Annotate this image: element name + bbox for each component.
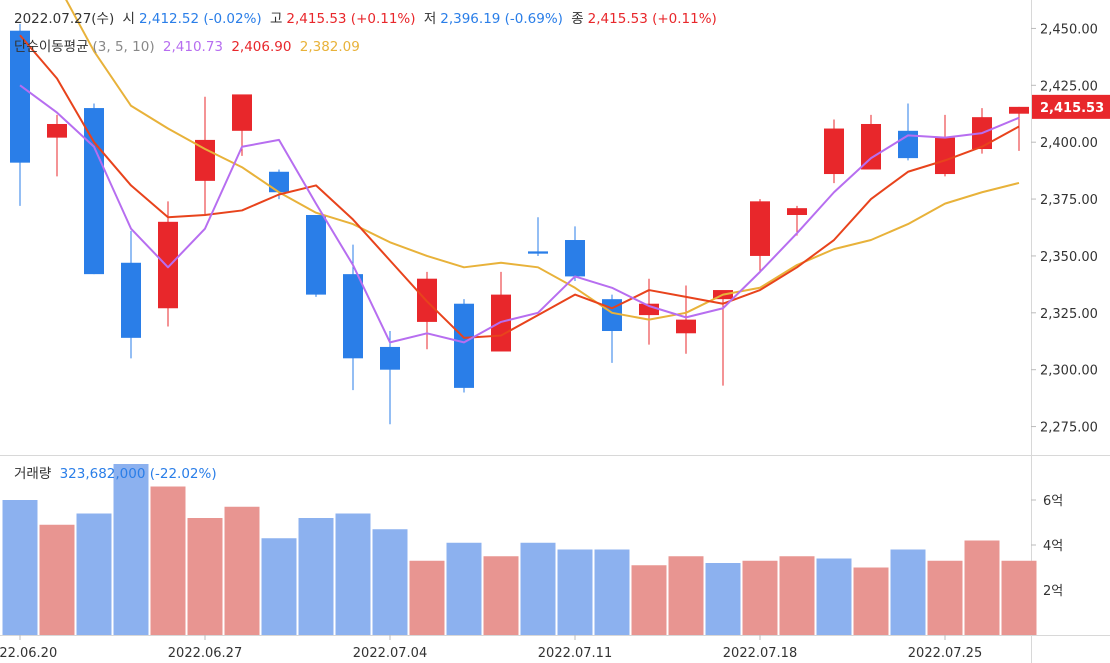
- x-tick-label: 2022.07.04: [353, 646, 427, 661]
- volume-bar: [483, 556, 519, 635]
- volume-bar: [594, 549, 630, 635]
- volume-bar: [76, 513, 112, 635]
- candle-body: [121, 262, 141, 338]
- ma3-line: [19, 84, 1020, 344]
- candle-body: [935, 137, 955, 175]
- volume-bar: [39, 524, 75, 635]
- candle-body: [676, 319, 696, 334]
- ohlc-legend: 2022.07.27(수) 시 2,412.52 (-0.02%) 고 2,415.…: [14, 7, 721, 27]
- legend-date: 2022.07.27(수): [14, 11, 115, 27]
- price-tick-label: 2,400.00: [1040, 136, 1098, 151]
- volume-tick-label: 2억: [1043, 584, 1063, 599]
- volume-bar: [964, 540, 1000, 635]
- candle-body: [158, 221, 178, 309]
- high-label: 고: [269, 11, 283, 27]
- ma-label: 단순이동평균: [14, 39, 89, 55]
- candle-body: [750, 201, 770, 256]
- ma10-line: [65, 0, 1020, 321]
- volume-bar: [853, 567, 889, 635]
- volume-bar: [261, 538, 297, 635]
- candle-body: [232, 94, 252, 131]
- ma3-value: 2,410.73: [162, 39, 224, 55]
- volume-label: 거래량: [14, 466, 52, 482]
- volume-bar: [631, 565, 667, 635]
- volume-bar: [705, 563, 741, 635]
- volume-bar: [113, 464, 149, 635]
- price-tick-label: 2,275.00: [1040, 421, 1098, 436]
- last-price-tag: [1032, 94, 1110, 119]
- candle-body: [565, 240, 585, 277]
- candle-body: [84, 108, 104, 275]
- candle-body: [824, 128, 844, 175]
- x-tick-label: 2022.06.20: [0, 646, 57, 661]
- candle-body: [787, 208, 807, 215]
- volume-bar: [520, 542, 556, 635]
- x-tick-label: 2022.07.18: [723, 646, 797, 661]
- volume-bar: [779, 556, 815, 635]
- candle-body: [861, 123, 881, 170]
- candle-body: [269, 171, 289, 193]
- volume-bar: [187, 518, 223, 635]
- volume-bar: [557, 549, 593, 635]
- price-tick-label: 2,425.00: [1040, 79, 1098, 94]
- volume-bar: [224, 506, 260, 635]
- last-price-label: 2,415.53: [1040, 101, 1104, 116]
- candle-body: [639, 303, 659, 316]
- open-label: 시: [122, 11, 135, 27]
- price-tick-label: 2,300.00: [1040, 364, 1098, 379]
- volume-bar: [372, 529, 408, 635]
- volume-bar: [816, 558, 852, 635]
- close-value: 2,415.53 (+0.11%): [587, 11, 717, 27]
- x-tick-label: 2022.06.27: [168, 646, 242, 661]
- volume-bar: [298, 518, 334, 635]
- volume-bar: [668, 556, 704, 635]
- price-tick-label: 2,375.00: [1040, 193, 1098, 208]
- volume-bar: [2, 500, 38, 635]
- x-tick-label: 2022.07.11: [538, 646, 612, 661]
- price-tick-label: 2,325.00: [1040, 307, 1098, 322]
- volume-bar: [927, 560, 963, 635]
- low-value: 2,396.19 (-0.69%): [440, 11, 563, 27]
- candle-body: [380, 346, 400, 370]
- price-tick-label: 2,350.00: [1040, 250, 1098, 265]
- ma-params: (3, 5, 10): [92, 39, 155, 55]
- volume-bar: [890, 549, 926, 635]
- high-value: 2,415.53 (+0.11%): [286, 11, 416, 27]
- candle-body: [454, 303, 474, 388]
- volume-bar: [742, 560, 778, 635]
- candle-body: [306, 214, 326, 295]
- close-label: 종: [571, 11, 584, 27]
- price-plot: [10, 0, 1029, 425]
- volume-bar: [1001, 560, 1037, 635]
- low-label: 저: [423, 11, 437, 27]
- ma-legend: 단순이동평균 (3, 5, 10) 2,410.73 2,406.90 2,382…: [14, 35, 364, 55]
- ma5-line: [19, 34, 1020, 339]
- x-tick-label: 2022.07.25: [908, 646, 982, 661]
- candle-body: [1009, 106, 1029, 114]
- price-tick-label: 2,450.00: [1040, 22, 1098, 37]
- volume-bar: [150, 486, 186, 635]
- volume-value: 323,682,000 (-22.02%): [59, 466, 217, 482]
- volume-bar: [446, 542, 482, 635]
- volume-bar: [335, 513, 371, 635]
- volume-bar: [409, 560, 445, 635]
- ma10-value: 2,382.09: [299, 39, 360, 55]
- candle-body: [528, 251, 548, 254]
- volume-tick-label: 4억: [1043, 539, 1063, 554]
- open-value: 2,412.52 (-0.02%): [138, 11, 262, 27]
- ma5-value: 2,406.90: [231, 39, 292, 55]
- candle-body: [343, 274, 363, 359]
- candle-body: [47, 123, 67, 138]
- candle-body: [195, 139, 215, 181]
- volume-tick-label: 6억: [1043, 494, 1063, 509]
- volume-legend: 거래량 323,682,000 (-22.02%): [14, 462, 221, 482]
- candle-body: [10, 30, 30, 163]
